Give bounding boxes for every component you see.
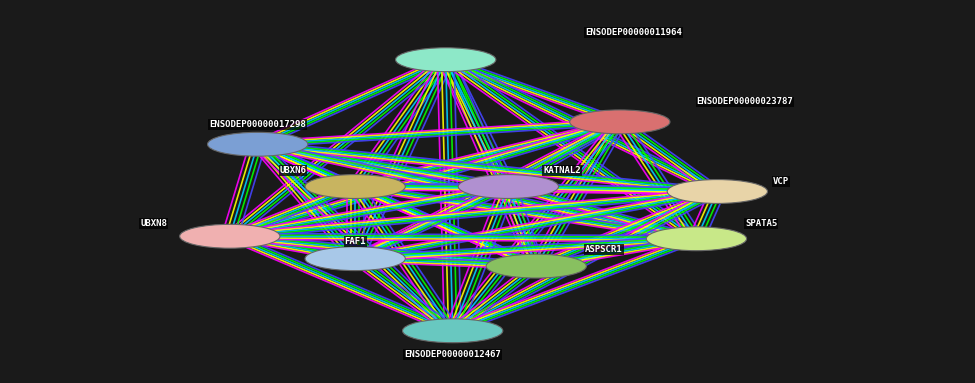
Ellipse shape bbox=[569, 110, 670, 134]
Text: ENSODEP00000023787: ENSODEP00000023787 bbox=[696, 97, 794, 106]
Text: KATNAL2: KATNAL2 bbox=[543, 165, 581, 175]
Text: ENSODEP00000011964: ENSODEP00000011964 bbox=[585, 28, 682, 37]
Ellipse shape bbox=[403, 319, 503, 343]
Text: FAF1: FAF1 bbox=[344, 237, 366, 246]
Text: VCP: VCP bbox=[773, 177, 789, 186]
Ellipse shape bbox=[305, 247, 406, 270]
Text: ENSODEP00000012467: ENSODEP00000012467 bbox=[405, 350, 501, 358]
Ellipse shape bbox=[646, 227, 747, 251]
Text: ENSODEP00000017298: ENSODEP00000017298 bbox=[210, 120, 306, 129]
Ellipse shape bbox=[667, 180, 767, 203]
Ellipse shape bbox=[208, 132, 308, 156]
Ellipse shape bbox=[396, 48, 496, 72]
Text: ASPSCR1: ASPSCR1 bbox=[585, 245, 623, 254]
Ellipse shape bbox=[179, 224, 280, 248]
Text: SPATA5: SPATA5 bbox=[745, 219, 777, 228]
Ellipse shape bbox=[305, 175, 406, 198]
Text: UBXN8: UBXN8 bbox=[140, 219, 167, 228]
Ellipse shape bbox=[487, 254, 586, 278]
Text: UBXN6: UBXN6 bbox=[280, 165, 306, 175]
Ellipse shape bbox=[458, 175, 559, 198]
